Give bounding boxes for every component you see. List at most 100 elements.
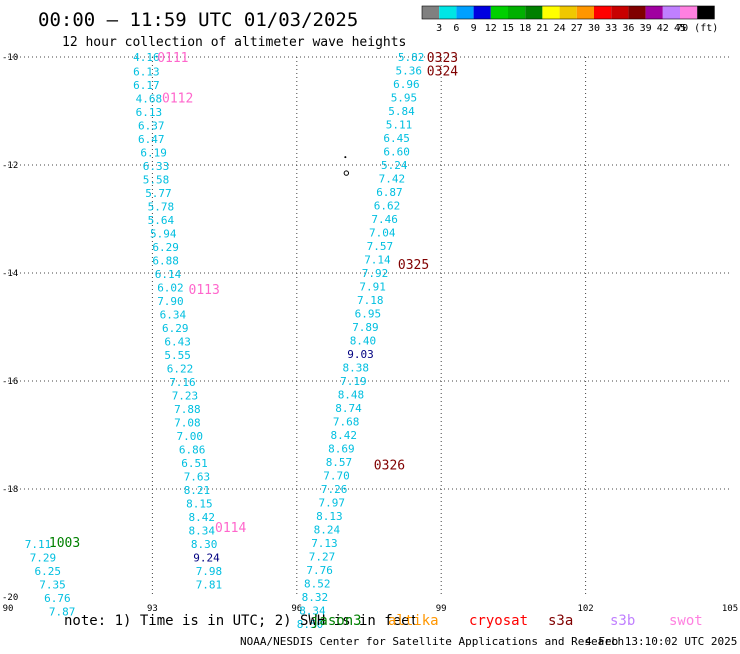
scale-swatch bbox=[490, 6, 508, 19]
wave-height-value: 7.29 bbox=[30, 552, 57, 565]
wave-height-value: 7.08 bbox=[174, 417, 201, 430]
wave-height-value: 5.55 bbox=[164, 349, 191, 362]
map-title: 00:00 – 11:59 UTC 01/03/2025 bbox=[38, 9, 358, 31]
pass-time-label: 0111 bbox=[157, 51, 188, 66]
wave-height-value: 8.32 bbox=[302, 591, 329, 604]
wave-height-value: 7.04 bbox=[369, 227, 396, 240]
pass-time-label: 0112 bbox=[162, 92, 193, 107]
wave-height-value: 7.89 bbox=[352, 321, 379, 334]
track-3: 7.117.296.257.356.767.87 1003 bbox=[25, 536, 80, 619]
satellite-name-cryosat: cryosat bbox=[469, 613, 528, 629]
track-2: 5.825.366.965.955.845.116.456.605.247.42… bbox=[304, 51, 458, 591]
wave-height-value: 6.88 bbox=[152, 255, 179, 268]
scale-label: 9 bbox=[471, 23, 477, 34]
lon-tick-label: 93 bbox=[147, 604, 158, 614]
wave-height-value: 5.78 bbox=[148, 201, 175, 214]
island-marker bbox=[343, 156, 350, 176]
scale-swatch bbox=[473, 6, 491, 19]
wave-height-value: 9.03 bbox=[347, 348, 374, 361]
footer-note: note: 1) Time is in UTC; 2) SWH is in fe… bbox=[64, 613, 418, 629]
scale-swatch bbox=[645, 6, 663, 19]
pass-time-label: 0324 bbox=[427, 65, 458, 80]
lat-tick-label: -16 bbox=[2, 377, 18, 387]
wave-height-value: 6.96 bbox=[393, 78, 420, 91]
wave-height-value: 8.40 bbox=[350, 335, 377, 348]
wave-height-value: 6.13 bbox=[133, 66, 160, 79]
wave-height-value: 6.33 bbox=[143, 160, 170, 173]
scale-swatch bbox=[439, 6, 457, 19]
wave-height-value: 7.98 bbox=[196, 565, 223, 578]
pass-time-label: 1003 bbox=[49, 536, 80, 551]
footer-timestamp: 4 Feb 13:10:02 UTC 2025 bbox=[585, 635, 737, 648]
wave-height-value: 6.02 bbox=[157, 282, 184, 295]
wave-height-value: 6.45 bbox=[383, 132, 410, 145]
wave-height-value: 6.76 bbox=[44, 592, 71, 605]
wave-height-value: 7.97 bbox=[319, 497, 346, 510]
wave-height-value: 8.15 bbox=[186, 498, 213, 511]
wave-height-value: 8.57 bbox=[326, 456, 353, 469]
wave-height-value: 8.34 bbox=[189, 525, 216, 538]
lat-tick-label: -14 bbox=[2, 269, 18, 279]
wave-height-value: 7.81 bbox=[196, 579, 223, 592]
wave-height-value: 5.82 bbox=[398, 51, 425, 64]
scale-swatch bbox=[508, 6, 526, 19]
scale-label: 21 bbox=[536, 23, 548, 34]
wave-height-value: 9.24 bbox=[193, 552, 220, 565]
island-shape bbox=[343, 170, 350, 176]
scale-label: 33 bbox=[605, 23, 617, 34]
wave-height-value: 7.70 bbox=[323, 470, 350, 483]
wave-height-value: 5.94 bbox=[150, 228, 177, 241]
lat-tick-label: -18 bbox=[2, 485, 18, 495]
wave-height-value: 6.86 bbox=[179, 444, 206, 457]
wave-height-value: 7.35 bbox=[39, 579, 66, 592]
track-1: 4.166.136.174.686.136.376.476.196.335.58… bbox=[133, 51, 246, 592]
scale-swatch bbox=[594, 6, 612, 19]
wave-height-value: 7.87 bbox=[49, 606, 76, 619]
scale-label: 3 bbox=[436, 23, 442, 34]
scale-swatch bbox=[628, 6, 646, 19]
lat-lon-grid bbox=[8, 56, 730, 597]
island-dot bbox=[344, 156, 347, 159]
wave-height-value: 7.18 bbox=[357, 294, 384, 307]
axis-tick-labels: 90 93 96 99 102 105 -10 -12 -14 -16 -18 -20 bbox=[2, 53, 738, 614]
wave-height-value: 7.90 bbox=[157, 295, 184, 308]
lat-tick-label: -20 bbox=[2, 593, 18, 603]
wave-height-value: 7.16 bbox=[169, 376, 196, 389]
scale-label: 39 bbox=[640, 23, 652, 34]
scale-swatch bbox=[422, 6, 440, 19]
scale-label: 27 bbox=[571, 23, 583, 34]
wave-height-value: 5.77 bbox=[145, 187, 172, 200]
wave-height-value: 7.68 bbox=[333, 416, 360, 429]
scale-label: 42 bbox=[657, 23, 669, 34]
wave-height-value: 6.51 bbox=[181, 457, 208, 470]
satellite-legend: jason3 altika cryosat s3a s3b swot bbox=[311, 613, 703, 629]
wave-height-value: 8.21 bbox=[184, 484, 211, 497]
wave-height-value: 4.68 bbox=[136, 93, 163, 106]
scale-swatch bbox=[680, 6, 698, 19]
wave-height-value: 6.22 bbox=[167, 363, 194, 376]
wave-height-value: 7.27 bbox=[309, 551, 336, 564]
wave-height-value: 4.16 bbox=[133, 51, 160, 64]
lon-tick-label: 99 bbox=[436, 604, 447, 614]
scale-swatch bbox=[611, 6, 629, 19]
wave-height-value: 5.95 bbox=[391, 92, 418, 105]
lon-tick-label: 96 bbox=[291, 604, 302, 614]
scale-label: 12 bbox=[485, 23, 497, 34]
wave-height-value: 7.88 bbox=[174, 403, 201, 416]
wave-height-value: 8.34 bbox=[299, 605, 326, 618]
wave-height-value: 6.95 bbox=[355, 308, 382, 321]
pass-time-label: 0326 bbox=[374, 459, 405, 474]
satellite-name-s3b: s3b bbox=[610, 613, 635, 629]
wave-height-value: 5.24 bbox=[381, 159, 408, 172]
lon-tick-label: 105 bbox=[722, 604, 738, 614]
scale-label: 70 (ft) bbox=[676, 23, 718, 34]
satellite-name-s3a: s3a bbox=[548, 613, 573, 629]
scale-swatch bbox=[456, 6, 474, 19]
wave-height-value: 8.69 bbox=[328, 443, 355, 456]
wave-height-value: 5.84 bbox=[388, 105, 415, 118]
scale-swatch bbox=[697, 6, 715, 19]
wave-height-value: 6.62 bbox=[374, 200, 401, 213]
wave-height-value: 7.23 bbox=[172, 390, 199, 403]
